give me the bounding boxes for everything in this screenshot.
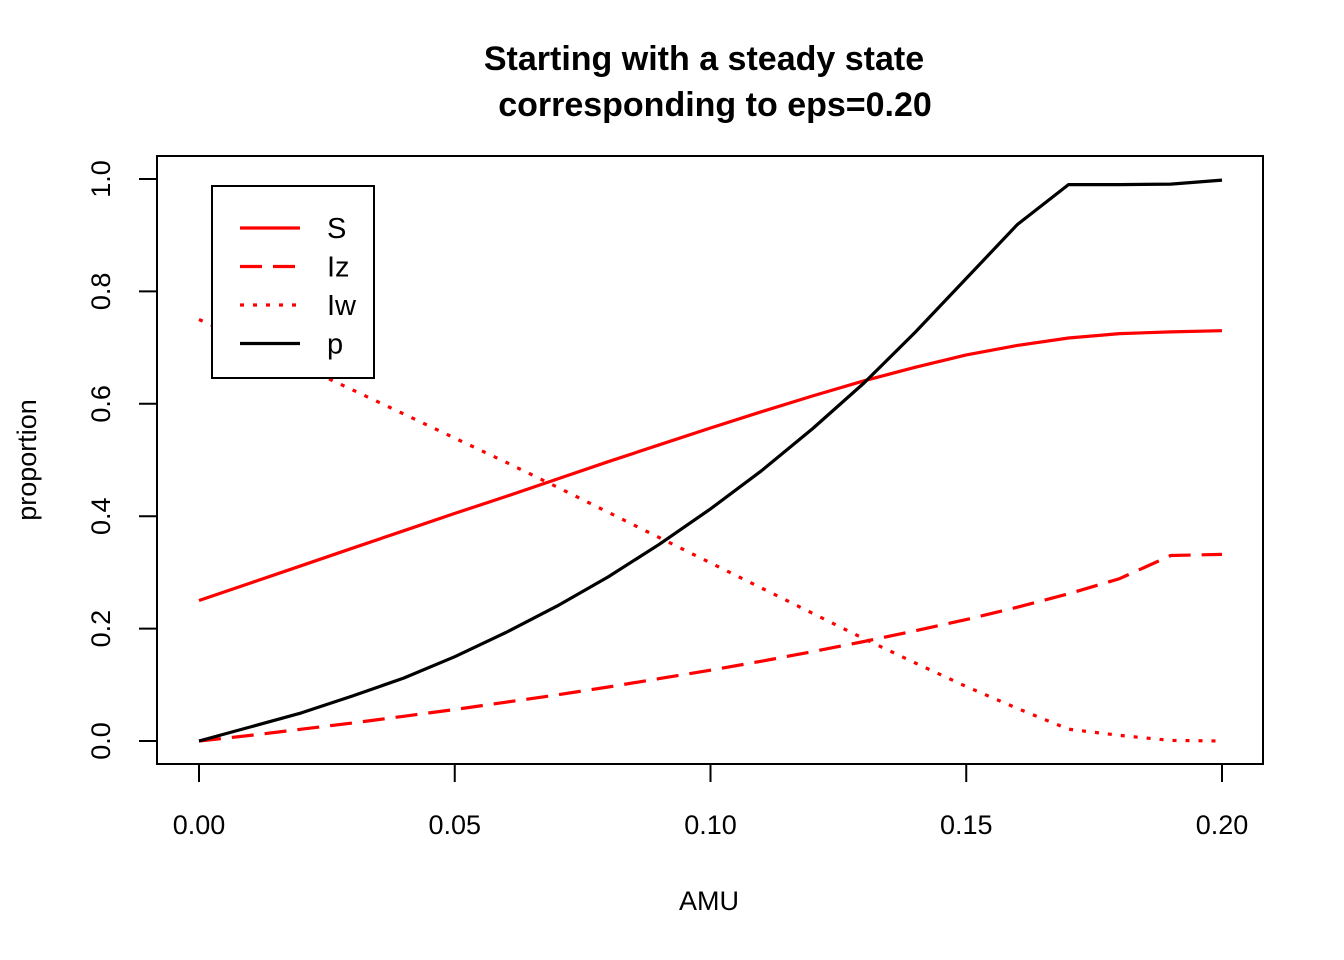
legend-label-iz: Iz bbox=[327, 252, 350, 284]
legend-label-iw: Iw bbox=[327, 290, 357, 322]
series-line-s bbox=[198, 329, 1223, 603]
y-tick-label: 0.6 bbox=[86, 385, 116, 423]
legend-label-s: S bbox=[327, 213, 346, 245]
legend: S Iz Iw p bbox=[211, 185, 375, 379]
y-tick-label: 1.0 bbox=[86, 160, 116, 198]
chart-title: Starting with a steady state correspondi… bbox=[484, 40, 932, 124]
y-axis: 0.0 0.2 0.4 0.6 0.8 1.0 bbox=[86, 160, 158, 760]
x-tick-label: 0.00 bbox=[173, 810, 226, 840]
title-line-2: corresponding to eps=0.20 bbox=[498, 86, 932, 124]
x-axis: 0.00 0.05 0.10 0.15 0.20 bbox=[173, 763, 1249, 840]
title-line-1: Starting with a steady state bbox=[484, 40, 924, 78]
x-tick-label: 0.15 bbox=[940, 810, 993, 840]
y-tick-label: 0.4 bbox=[86, 497, 116, 535]
series-line-iz bbox=[198, 552, 1223, 743]
series-line-iw bbox=[198, 318, 1223, 743]
x-axis-title: AMU bbox=[679, 886, 739, 916]
y-tick-label: 0.2 bbox=[86, 610, 116, 648]
x-tick-label: 0.20 bbox=[1196, 810, 1249, 840]
series-layer bbox=[198, 178, 1223, 743]
y-tick-label: 0.0 bbox=[86, 722, 116, 760]
y-tick-label: 0.8 bbox=[86, 273, 116, 311]
series-line-p bbox=[198, 178, 1223, 743]
x-tick-label: 0.10 bbox=[684, 810, 737, 840]
legend-label-p: p bbox=[327, 329, 343, 361]
y-axis-title: proportion bbox=[12, 399, 42, 521]
legend-box bbox=[211, 185, 375, 379]
x-tick-label: 0.05 bbox=[428, 810, 481, 840]
